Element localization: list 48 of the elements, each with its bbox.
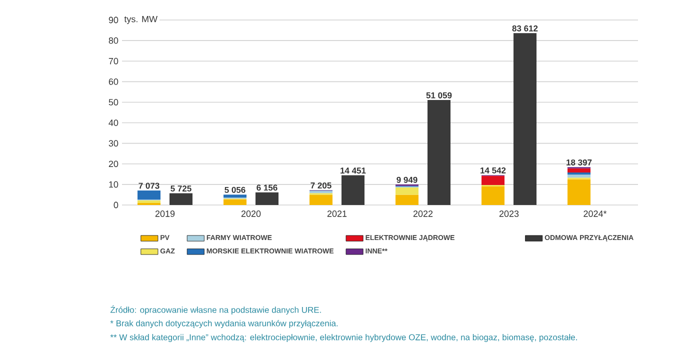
bar [224, 199, 247, 205]
y-tick-label: 0 [114, 202, 118, 208]
annotation: 7 073 [138, 182, 160, 189]
y-tick-label: 20 [108, 160, 118, 168]
bar [256, 192, 279, 205]
bar [310, 194, 332, 205]
x-tick-label: 2021 [327, 210, 347, 217]
annotation: 9 949 [396, 176, 418, 183]
annotation: 83 612 [512, 25, 538, 32]
annotation: 18 397 [566, 159, 592, 166]
bar [514, 33, 537, 205]
annotation: 6 156 [256, 184, 278, 191]
bar [568, 179, 591, 205]
annotation: 51 059 [426, 92, 452, 98]
text: ** W skład kategorii „Inne” wchodzą: elektrociepłownie, elektrownie hybrydowe OZE, wodne, na biogaz, biomasę, pozostałe. [110, 334, 577, 342]
bar [568, 174, 591, 178]
bar [138, 190, 161, 200]
y-tick-label: 30 [108, 140, 118, 147]
annotation: 7 205 [310, 182, 332, 188]
text: Źródło: opracowanie własne na podstawie danych URE. [110, 305, 321, 315]
x-tick-label: 2020 [241, 210, 261, 217]
bar [224, 194, 247, 198]
y-tick-label: 60 [108, 78, 118, 85]
x-tick-label: 2024* [584, 210, 607, 217]
y-tick-label: 70 [108, 58, 118, 64]
bar [342, 175, 364, 205]
bar [568, 168, 591, 173]
bar [138, 200, 161, 203]
annotation: 5 056 [224, 186, 246, 193]
x-tick-label: 2019 [155, 210, 175, 217]
y-tick-label: 90 [108, 16, 118, 24]
y-tick-label: 10 [109, 181, 118, 188]
x-tick-label: 2022 [413, 210, 433, 217]
x-tick-label: 2023 [499, 210, 519, 217]
bar [482, 176, 505, 186]
bar [396, 194, 419, 205]
text: * Brak danych dotyczących wydania warunków przyłączenia. [110, 320, 338, 328]
annotation: 14 451 [340, 168, 366, 174]
y-tick-label: 50 [108, 99, 118, 106]
bar [482, 186, 505, 205]
bar [428, 100, 451, 205]
y-tick-label: 40 [108, 120, 118, 126]
bar [396, 188, 419, 195]
y-tick-label: 80 [108, 37, 118, 44]
annotation: 5 725 [170, 186, 192, 192]
annotation: 14 542 [480, 167, 506, 174]
bar [170, 193, 192, 205]
y-axis-title: tys. MW [124, 16, 158, 24]
